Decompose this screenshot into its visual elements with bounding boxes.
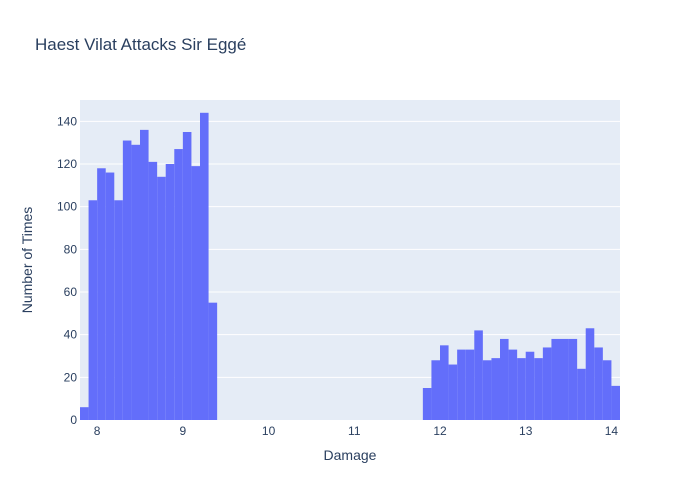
histogram-bar bbox=[200, 112, 209, 421]
histogram-bar bbox=[474, 330, 483, 420]
y-tick-label: 140 bbox=[57, 114, 77, 128]
x-tick-label: 8 bbox=[94, 424, 101, 438]
histogram-bar bbox=[157, 176, 166, 420]
histogram-bar bbox=[80, 407, 89, 420]
y-tick-label: 20 bbox=[64, 370, 78, 384]
histogram-bar bbox=[560, 338, 569, 420]
x-axis-title: Damage bbox=[324, 447, 377, 463]
histogram-bar bbox=[140, 129, 149, 420]
histogram-bar bbox=[122, 140, 132, 421]
histogram-bar bbox=[500, 338, 509, 420]
y-tick-label: 120 bbox=[57, 157, 77, 171]
histogram-bar bbox=[448, 364, 458, 420]
y-tick-label: 40 bbox=[64, 328, 78, 342]
histogram-bar bbox=[148, 161, 158, 420]
histogram-bar bbox=[208, 302, 218, 420]
x-tick-label: 9 bbox=[180, 424, 187, 438]
histogram-bar bbox=[534, 358, 543, 420]
x-tick-label: 10 bbox=[262, 424, 276, 438]
x-tick-label: 11 bbox=[348, 424, 361, 438]
histogram-bar bbox=[88, 200, 98, 420]
histogram-bar bbox=[174, 149, 183, 421]
chart-title: Haest Vilat Attacks Sir Eggé bbox=[35, 35, 246, 54]
x-tick-label: 12 bbox=[433, 424, 447, 438]
y-tick-label: 0 bbox=[70, 413, 77, 427]
histogram-bar bbox=[568, 338, 578, 420]
histogram-bar bbox=[602, 360, 612, 420]
histogram-bar bbox=[165, 164, 175, 420]
histogram-bar bbox=[551, 338, 560, 420]
histogram-bar bbox=[114, 200, 123, 420]
histogram-bar bbox=[457, 349, 466, 420]
histogram-bars bbox=[80, 112, 620, 421]
histogram-bar bbox=[131, 144, 140, 421]
histogram-bar bbox=[542, 347, 552, 420]
x-tick-label: 14 bbox=[605, 424, 619, 438]
histogram-bar bbox=[97, 168, 106, 420]
y-tick-label: 100 bbox=[57, 200, 77, 214]
histogram-bar bbox=[577, 368, 586, 420]
histogram-bar bbox=[517, 358, 526, 420]
x-tick-label: 13 bbox=[519, 424, 533, 438]
y-tick-label: 60 bbox=[64, 285, 78, 299]
y-axis-ticks: 0 20 40 60 80 100 120 140 bbox=[57, 114, 77, 427]
y-tick-label: 80 bbox=[64, 242, 78, 256]
histogram-bar bbox=[191, 166, 200, 420]
histogram-bar bbox=[611, 385, 620, 420]
histogram-bar bbox=[182, 132, 192, 420]
histogram-bar bbox=[465, 349, 475, 420]
histogram-bar bbox=[525, 351, 535, 420]
x-axis-ticks: 8 9 10 11 12 13 14 bbox=[94, 424, 619, 438]
histogram-bar bbox=[105, 172, 115, 420]
histogram-bar bbox=[594, 347, 603, 420]
histogram-bar bbox=[431, 360, 440, 420]
histogram-bar bbox=[585, 328, 595, 420]
histogram-bar bbox=[440, 345, 449, 420]
y-axis-title: Number of Times bbox=[19, 207, 35, 314]
histogram-bar bbox=[482, 360, 492, 420]
histogram-bar bbox=[508, 349, 518, 420]
histogram-bar bbox=[422, 388, 432, 420]
histogram-bar bbox=[491, 358, 500, 420]
